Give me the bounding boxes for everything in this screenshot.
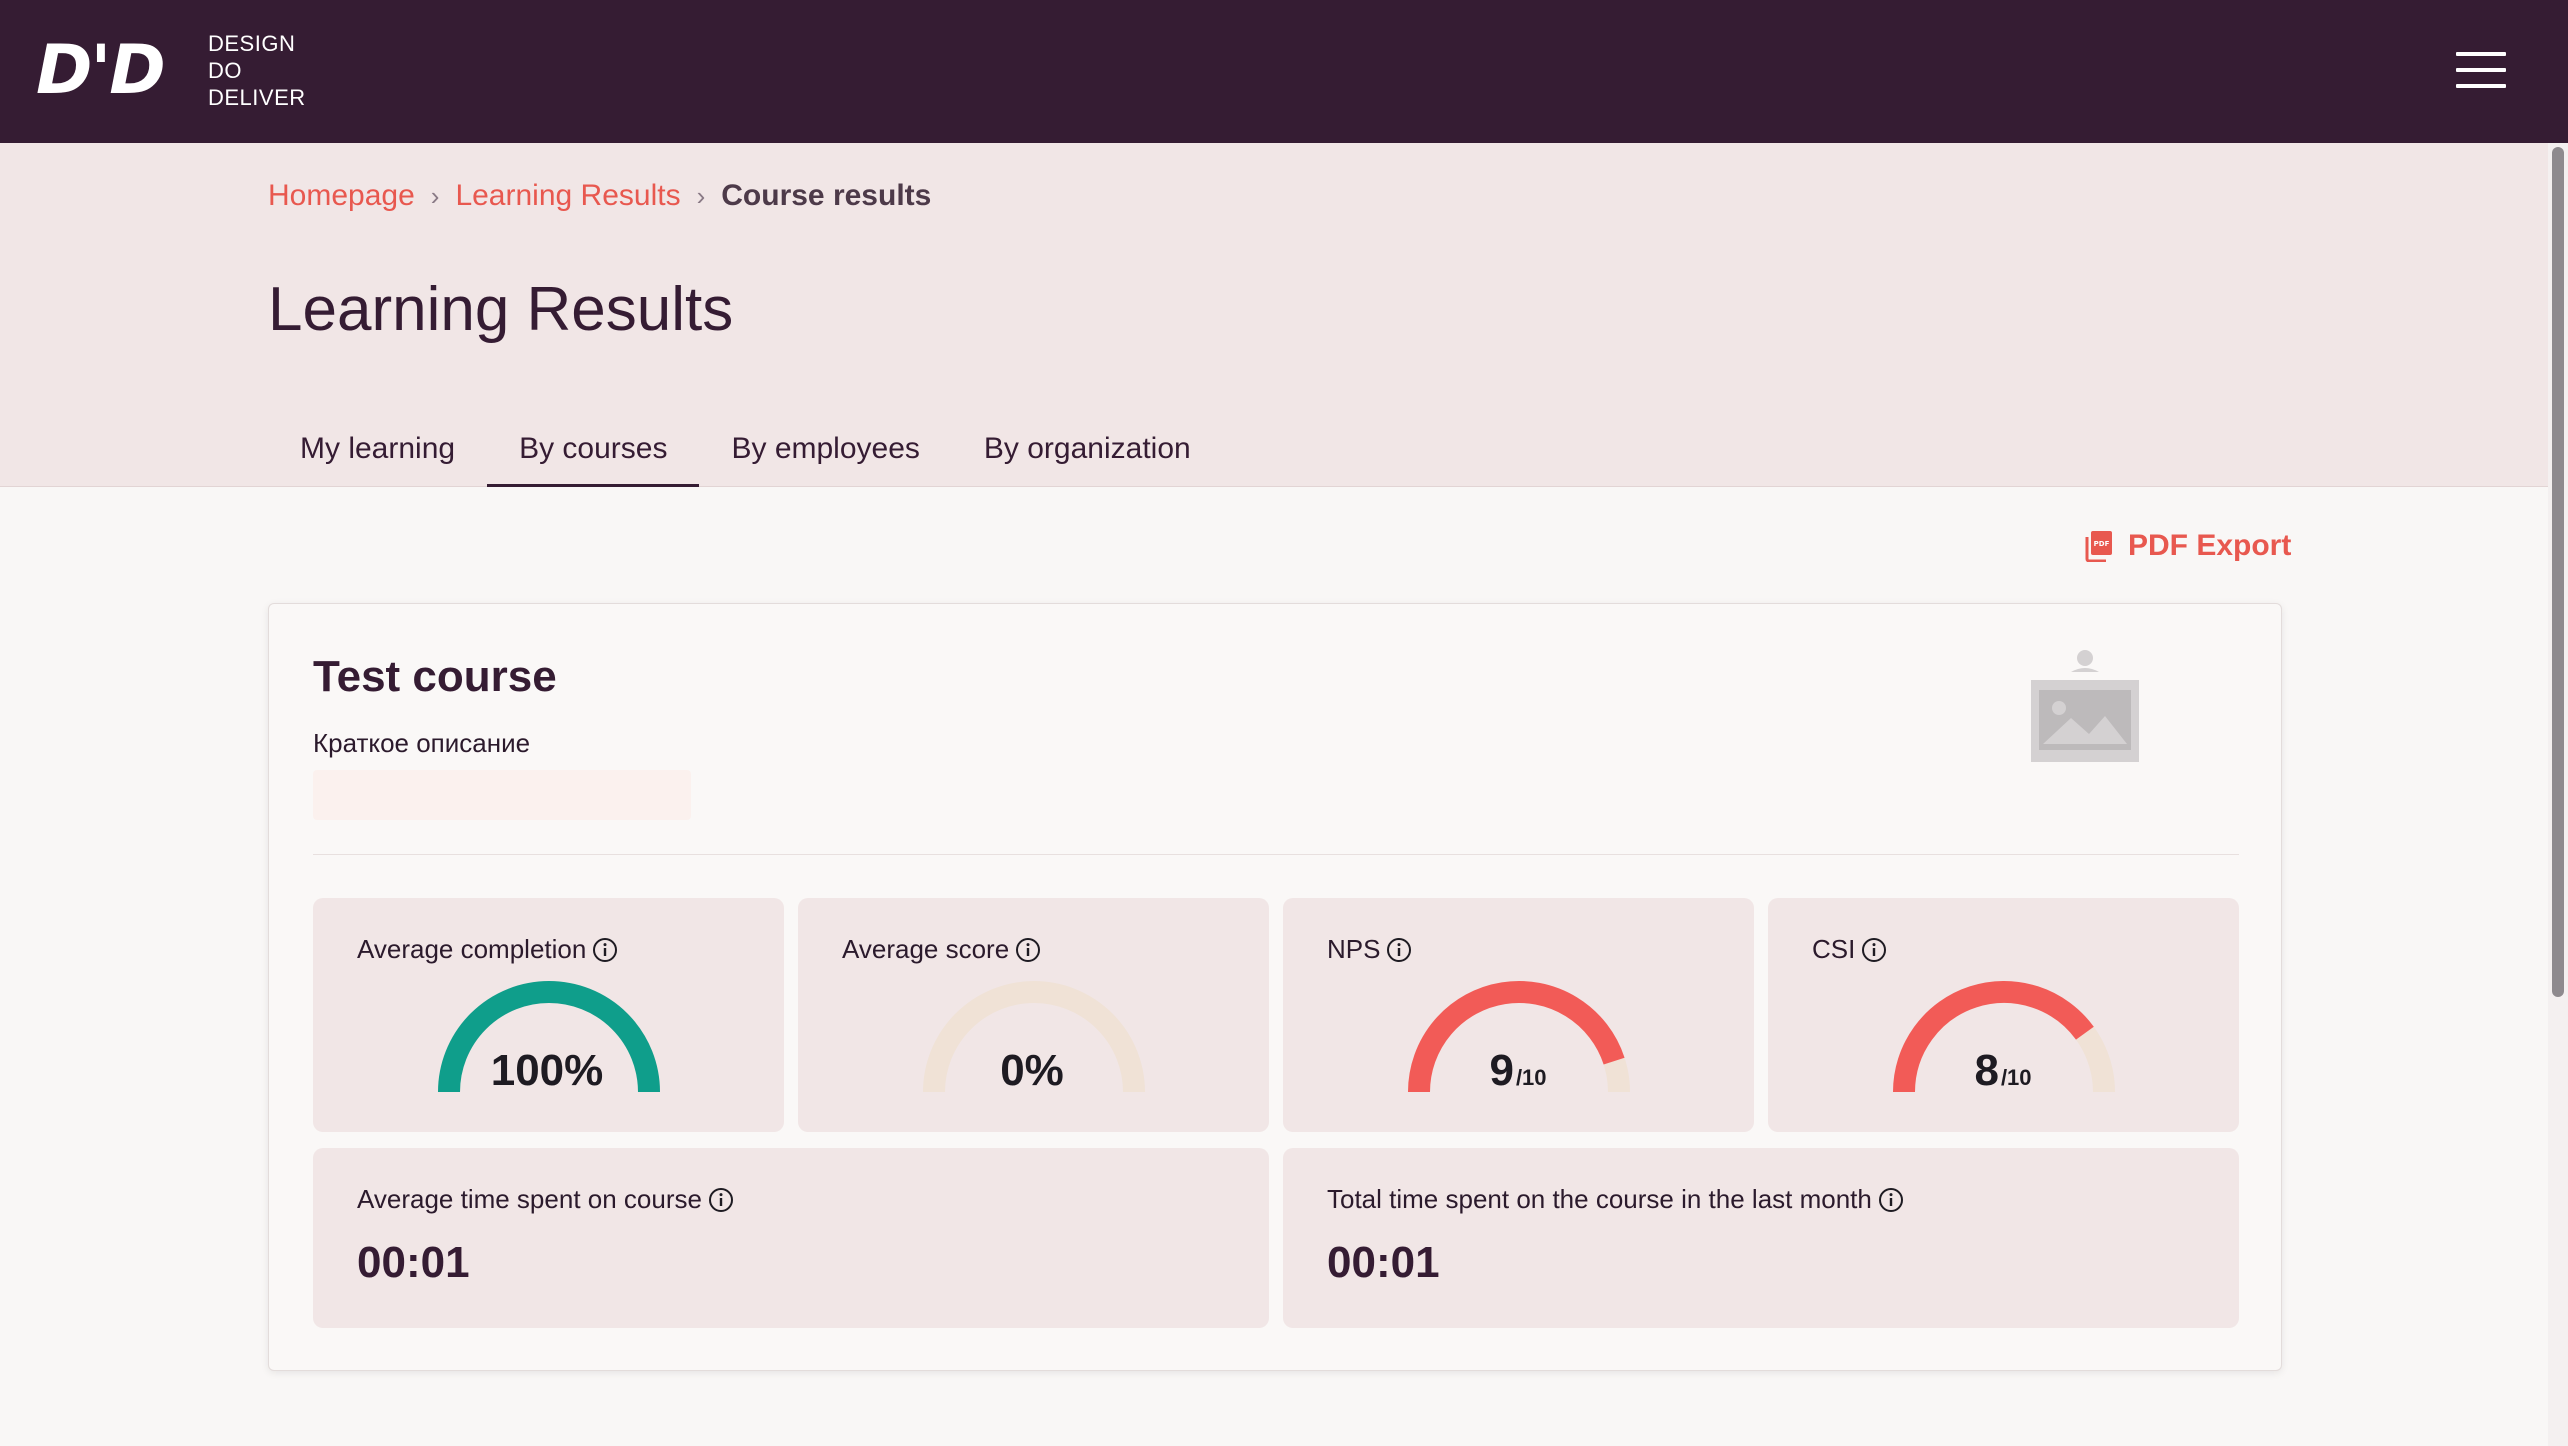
metric-value-suffix: /10	[2000, 1065, 2032, 1090]
brand-logo[interactable]: D'D	[36, 31, 186, 110]
svg-text:PDF: PDF	[2094, 540, 2110, 548]
page-scrollbar[interactable]	[2548, 143, 2568, 1446]
breadcrumb-separator: ›	[430, 180, 440, 211]
completion-gauge	[438, 980, 660, 1093]
card-divider	[313, 854, 2239, 855]
metric-label: CSI	[1812, 934, 1887, 965]
info-icon[interactable]	[592, 937, 618, 963]
metric-nps: NPS 9/10	[1283, 898, 1754, 1132]
breadcrumb-separator: ›	[696, 180, 706, 211]
metric-value: 100%	[313, 1046, 783, 1096]
top-navigation-bar: D'D DESIGN DO DELIVER	[0, 0, 2568, 143]
pdf-export-button[interactable]: PDF PDF Export	[2084, 526, 2291, 566]
csi-gauge	[1893, 981, 2115, 1093]
metric-label: NPS	[1327, 934, 1412, 965]
metric-label-text: Total time spent on the course in the la…	[1327, 1184, 1872, 1214]
breadcrumb-homepage[interactable]: Homepage	[268, 179, 415, 212]
brand-name-line: DO	[208, 58, 242, 83]
info-icon[interactable]	[1015, 937, 1041, 963]
time-value: 00:01	[357, 1238, 470, 1287]
metric-label-text: Average time spent on course	[357, 1184, 702, 1214]
page-title: Learning Results	[268, 275, 734, 344]
tab-my-learning[interactable]: My learning	[300, 432, 456, 465]
info-icon[interactable]	[1878, 1187, 1904, 1213]
metric-label-text: NPS	[1327, 934, 1381, 964]
info-icon[interactable]	[1386, 937, 1412, 963]
brand-name: DESIGN DO DELIVER	[208, 30, 306, 111]
tab-by-organization[interactable]: By organization	[983, 432, 1191, 465]
metric-label: Average time spent on course	[357, 1184, 734, 1215]
brand-name-line: DELIVER	[208, 85, 306, 110]
metric-value: 8/10	[1768, 1046, 2238, 1096]
breadcrumb-learning-results[interactable]: Learning Results	[455, 179, 681, 212]
metric-value-text: 8	[1974, 1046, 1999, 1095]
metric-value: 9/10	[1283, 1046, 1753, 1096]
gauge-fill	[1893, 981, 2094, 1093]
metric-average-time: Average time spent on course 00:01	[313, 1148, 1269, 1328]
info-icon[interactable]	[708, 1187, 734, 1213]
course-card: Test course Краткое описание Average com…	[268, 603, 2282, 1371]
score-gauge	[923, 981, 1145, 1093]
gauge-fill	[1408, 980, 1625, 1093]
pdf-export-label: PDF Export	[2128, 529, 2292, 562]
pdf-file-icon: PDF	[2085, 531, 2112, 562]
metric-csi: CSI 8/10	[1768, 898, 2239, 1132]
tab-by-courses[interactable]: By courses	[487, 420, 700, 487]
description-field	[313, 770, 691, 820]
breadcrumb-current: Course results	[721, 179, 932, 212]
metric-label-text: Average score	[842, 934, 1010, 964]
metric-label-text: Average completion	[357, 934, 587, 964]
hamburger-menu-icon[interactable]	[2456, 52, 2506, 88]
results-tabs: My learning By courses By employees By o…	[268, 420, 1223, 487]
metric-average-score: Average score 0%	[798, 898, 1269, 1132]
tab-by-employees[interactable]: By employees	[731, 432, 920, 465]
image-placeholder-icon	[2031, 650, 2139, 762]
brand-name-line: DESIGN	[208, 31, 296, 56]
page-header	[0, 143, 2568, 487]
metric-value-text: 0%	[1000, 1046, 1064, 1095]
gauge-fill	[438, 980, 660, 1093]
time-value: 00:01	[1327, 1238, 1440, 1287]
metric-label: Average completion	[357, 934, 618, 965]
breadcrumb: Homepage › Learning Results › Course res…	[268, 176, 931, 216]
metric-value-text: 9	[1489, 1046, 1514, 1095]
gauge-track	[923, 981, 1145, 1093]
info-icon[interactable]	[1861, 937, 1887, 963]
metric-label: Total time spent on the course in the la…	[1327, 1184, 1904, 1215]
metric-label: Average score	[842, 934, 1041, 965]
course-title: Test course	[313, 652, 557, 701]
scrollbar-thumb[interactable]	[2552, 147, 2564, 997]
metric-total-time-last-month: Total time spent on the course in the la…	[1283, 1148, 2239, 1328]
metric-value: 0%	[798, 1046, 1268, 1096]
metric-value-text: 100%	[490, 1046, 604, 1095]
metric-label-text: CSI	[1812, 934, 1856, 964]
nps-gauge	[1408, 980, 1630, 1093]
course-description: Краткое описание	[313, 728, 531, 758]
metric-average-completion: Average completion 100%	[313, 898, 784, 1132]
logo-mark: D'D	[36, 31, 166, 110]
metric-value-suffix: /10	[1515, 1065, 1547, 1090]
